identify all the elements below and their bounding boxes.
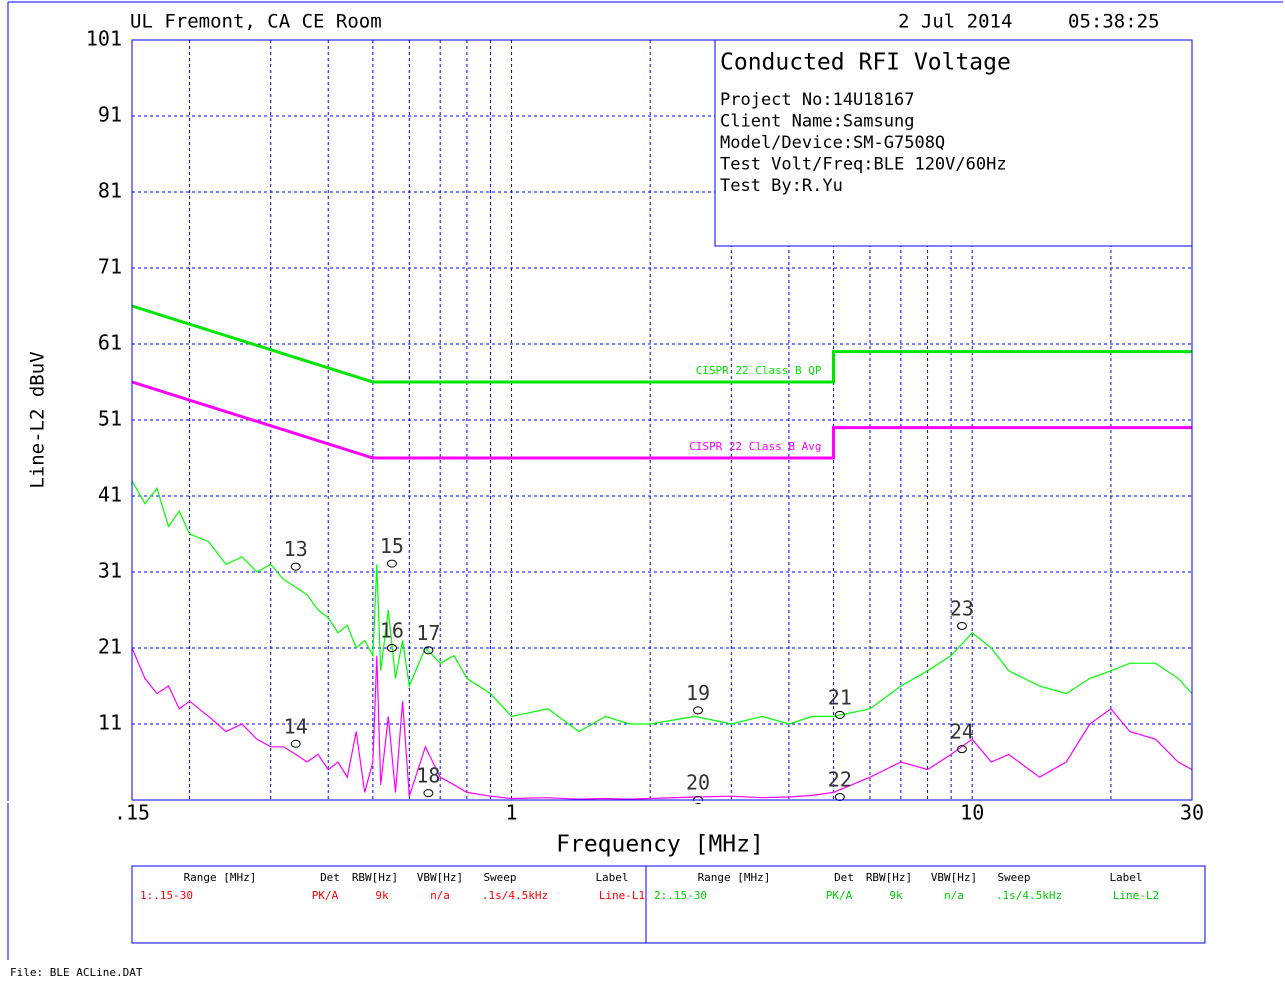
x-tick-label: .15 bbox=[114, 801, 150, 825]
limit-label: CISPR 22 Class B Avg bbox=[689, 440, 821, 453]
info-line: Test By:R.Yu bbox=[720, 176, 843, 196]
x-tick-label: 10 bbox=[960, 801, 984, 825]
marker-label: 16 bbox=[380, 619, 404, 643]
y-axis-label: Line-L2 dBuV bbox=[27, 351, 49, 488]
legend-cell: 2:.15-30 bbox=[654, 889, 707, 902]
legend-header: Range [MHz] bbox=[698, 871, 771, 884]
marker bbox=[386, 559, 397, 568]
legend-header: Det bbox=[320, 871, 340, 884]
marker bbox=[386, 644, 397, 652]
info-box bbox=[714, 39, 1193, 247]
legend-cell: n/a bbox=[430, 889, 450, 902]
info-line: Test Volt/Freq:BLE 120V/60Hz bbox=[720, 155, 1007, 175]
chart-title: Conducted RFI Voltage bbox=[720, 50, 1011, 76]
marker bbox=[834, 792, 845, 801]
marker bbox=[956, 745, 967, 754]
marker bbox=[290, 739, 301, 748]
legend-cell: PK/A bbox=[312, 889, 339, 902]
y-tick-label: 11 bbox=[98, 711, 122, 735]
marker-label: 21 bbox=[828, 685, 852, 709]
x-axis-label: Frequency [MHz] bbox=[556, 832, 764, 858]
marker-label: 14 bbox=[284, 714, 308, 738]
site: UL Fremont, CA CE Room bbox=[130, 11, 382, 33]
legend-header: Range [MHz] bbox=[184, 871, 257, 884]
marker-label: 23 bbox=[950, 596, 974, 620]
marker-label: 17 bbox=[416, 621, 440, 645]
x-tick-label: 1 bbox=[506, 801, 518, 825]
legend-header: Sweep bbox=[997, 871, 1030, 884]
legend-header: VBW[Hz] bbox=[417, 871, 463, 884]
legend-cell: .1s/4.5kHz bbox=[996, 889, 1062, 902]
footer: File: BLE ACLine.DAT bbox=[10, 966, 143, 979]
y-tick-label: 31 bbox=[98, 559, 122, 583]
date: 2 Jul 2014 bbox=[898, 11, 1012, 33]
info-line: Project No:14U18167 bbox=[720, 90, 914, 110]
x-tick-label: 30 bbox=[1180, 801, 1204, 825]
y-tick-label: 61 bbox=[98, 331, 122, 355]
legend-box bbox=[131, 865, 1206, 944]
marker-label: 22 bbox=[828, 767, 852, 791]
plot-frame bbox=[131, 39, 1193, 801]
legend-header: Sweep bbox=[483, 871, 516, 884]
info-line: Model/Device:SM-G7508Q bbox=[720, 133, 945, 153]
limit-label: CISPR 22 Class B QP bbox=[696, 364, 822, 377]
series-line bbox=[131, 380, 1192, 460]
legend-cell: n/a bbox=[944, 889, 964, 902]
marker-label: 13 bbox=[284, 537, 308, 561]
y-tick-label: 91 bbox=[98, 103, 122, 127]
y-tick-label: 41 bbox=[98, 483, 122, 507]
marker-label: 24 bbox=[950, 720, 974, 744]
y-tick-label: 81 bbox=[98, 179, 122, 203]
legend-header: RBW[Hz] bbox=[866, 871, 912, 884]
marker-label: 19 bbox=[686, 681, 710, 705]
marker bbox=[834, 710, 845, 719]
series-line bbox=[131, 304, 1192, 384]
legend-header: RBW[Hz] bbox=[352, 871, 398, 884]
legend-header: Label bbox=[595, 871, 628, 884]
series-line bbox=[131, 480, 1193, 733]
y-tick-label: 71 bbox=[98, 255, 122, 279]
marker bbox=[693, 706, 704, 715]
marker bbox=[423, 789, 434, 798]
info-line: Client Name:Samsung bbox=[720, 112, 914, 132]
series-line bbox=[131, 647, 1193, 800]
y-tick-label: 51 bbox=[98, 407, 122, 431]
legend-cell: .1s/4.5kHz bbox=[482, 889, 548, 902]
legend-cell: 9k bbox=[375, 889, 389, 902]
legend-cell: Line-L1 bbox=[599, 889, 645, 902]
marker bbox=[423, 646, 434, 655]
marker-label: 15 bbox=[380, 534, 404, 558]
marker bbox=[290, 562, 301, 571]
y-tick-label: 21 bbox=[98, 635, 122, 659]
marker-label: 18 bbox=[416, 764, 440, 788]
legend-cell: Line-L2 bbox=[1113, 889, 1159, 902]
legend-header: Det bbox=[834, 871, 854, 884]
marker-label: 20 bbox=[686, 771, 710, 795]
legend-header: VBW[Hz] bbox=[931, 871, 977, 884]
y-tick-label: 101 bbox=[86, 27, 122, 51]
legend-header: Label bbox=[1109, 871, 1142, 884]
legend-cell: 9k bbox=[889, 889, 903, 902]
marker bbox=[956, 621, 967, 630]
legend-cell: 1:.15-30 bbox=[140, 889, 193, 902]
bottom-cover bbox=[0, 801, 1285, 803]
legend-cell: PK/A bbox=[826, 889, 853, 902]
time: 05:38:25 bbox=[1068, 11, 1160, 33]
